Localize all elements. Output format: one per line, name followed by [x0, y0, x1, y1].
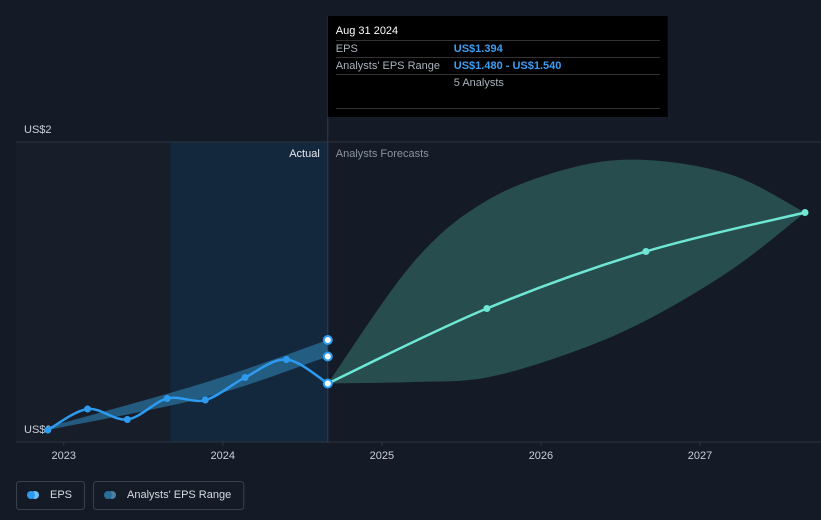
point — [801, 209, 809, 216]
legend-item[interactable]: Analysts' EPS Range — [93, 481, 245, 510]
range-area — [47, 340, 328, 430]
legend-item[interactable]: EPS — [16, 481, 86, 510]
annotation: Actual — [289, 148, 320, 160]
x-tick-label: 2024 — [211, 450, 235, 462]
hover-point — [322, 335, 333, 345]
past-region — [16, 142, 171, 442]
tooltip-title: Aug 31 2024 — [336, 25, 398, 37]
legend-swatch — [27, 491, 35, 499]
point — [163, 395, 171, 402]
x-tick-label: 2026 — [529, 450, 553, 462]
point — [642, 248, 650, 255]
tooltip-note: 5 Analysts — [454, 77, 505, 89]
hover-point — [322, 378, 333, 389]
point — [123, 416, 131, 423]
x-tick-label: 2025 — [370, 450, 394, 462]
tooltip — [327, 16, 668, 117]
point — [241, 374, 249, 381]
point — [483, 305, 491, 312]
legend-box — [16, 481, 86, 510]
x-tick-label: 2023 — [51, 450, 75, 462]
tooltip-label: Analysts' EPS Range — [336, 60, 440, 72]
legend-box — [93, 481, 245, 510]
legend-swatch — [104, 491, 113, 499]
y-tick-label: US$2 — [24, 124, 52, 136]
point — [282, 356, 290, 363]
x-tick-label: 2027 — [688, 450, 712, 462]
legend-label: Analysts' EPS Range — [127, 489, 231, 501]
legend-label: EPS — [50, 489, 72, 501]
point — [44, 426, 52, 434]
line — [327, 211, 806, 385]
hover-point — [322, 351, 333, 362]
point — [84, 405, 92, 413]
tooltip-value: US$1.394 — [454, 43, 504, 55]
tooltip-label: EPS — [336, 43, 358, 55]
annotation: Analysts Forecasts — [336, 148, 429, 160]
point — [201, 396, 209, 404]
y-tick-label: US$0 — [24, 424, 52, 436]
tooltip-value: US$1.480 - US$1.540 — [454, 60, 562, 72]
range-area — [327, 159, 805, 384]
